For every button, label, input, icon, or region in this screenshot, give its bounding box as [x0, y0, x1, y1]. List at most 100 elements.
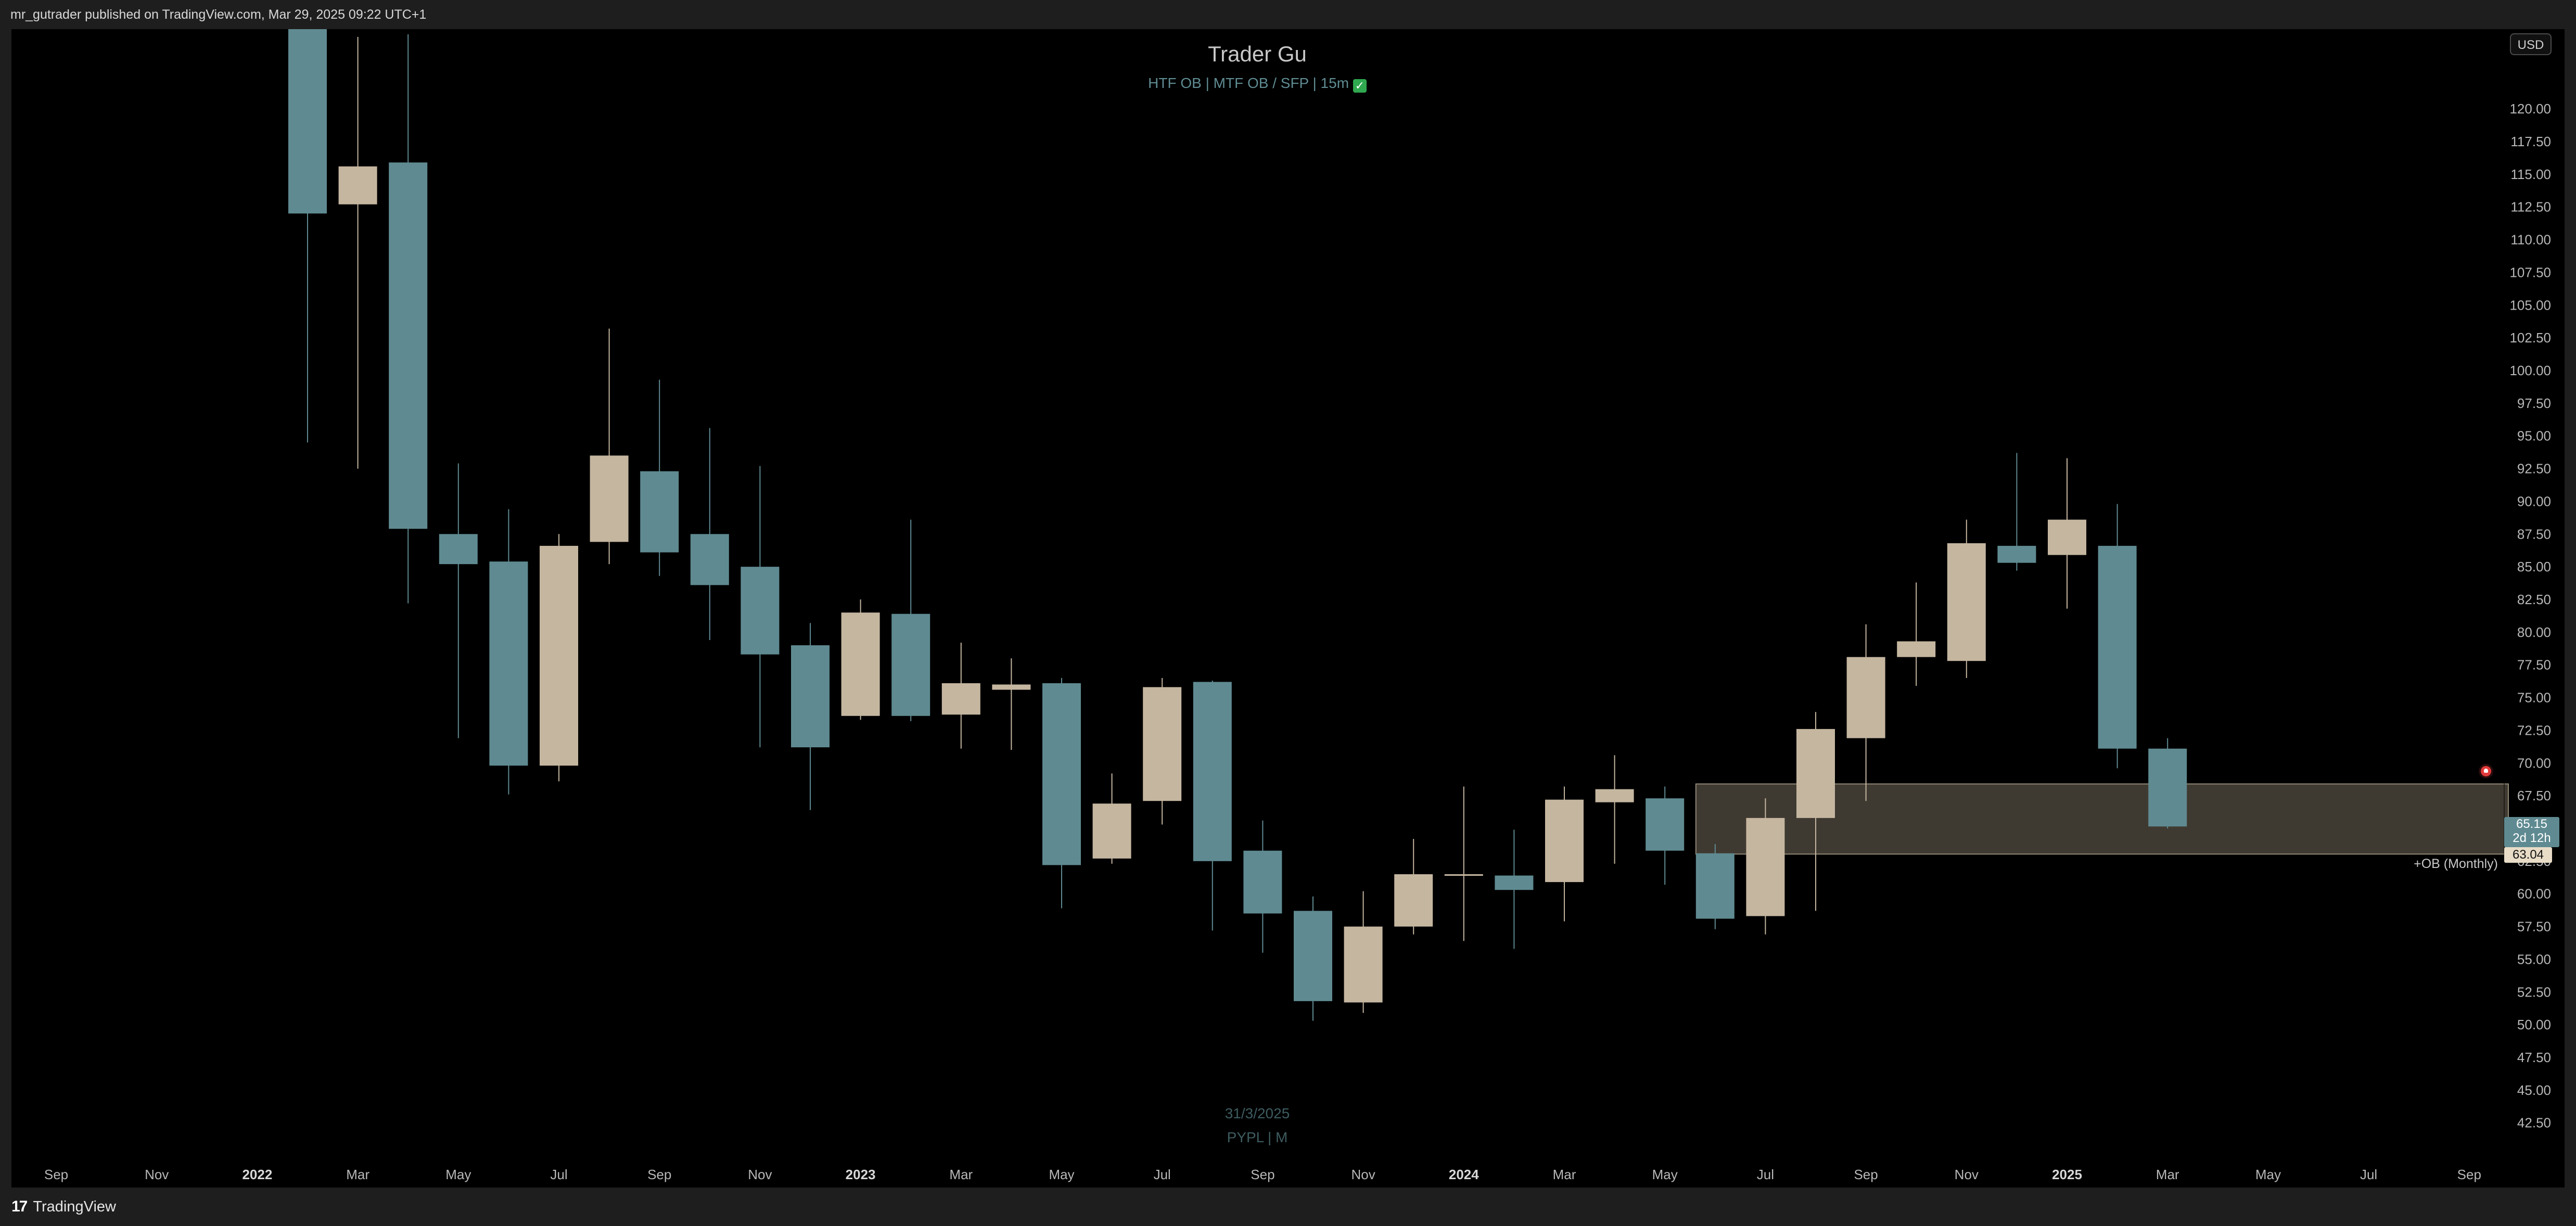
candle-body	[1042, 683, 1081, 865]
order-block-label: +OB (Monthly)	[2414, 857, 2498, 871]
candle-body	[1947, 543, 1986, 661]
x-tick-label: Sep	[1251, 1167, 1274, 1182]
order-block-price-tag: 63.04	[2504, 847, 2552, 863]
candlestick-chart[interactable]: 42.50 45.00 47.50 50.00 52.50 55.00 57.50 60.00…	[11, 29, 2565, 1187]
candle-body	[1897, 641, 1936, 657]
x-tick-label: Sep	[647, 1167, 671, 1182]
y-tick-label: 105.00	[2509, 297, 2551, 313]
candle-body	[1846, 657, 1885, 738]
candle-body	[540, 545, 578, 766]
candle-body	[1243, 850, 1282, 914]
candle-body	[2048, 519, 2086, 555]
y-tick-label: 67.50	[2517, 788, 2551, 803]
x-tick-label: May	[1652, 1167, 1678, 1182]
x-tick-label: May	[2255, 1167, 2281, 1182]
candle-body	[439, 534, 478, 565]
y-tick-label: 42.50	[2517, 1115, 2551, 1131]
candle-body	[1394, 874, 1433, 927]
y-tick-label: 60.00	[2517, 886, 2551, 902]
chart-background	[11, 29, 2565, 1187]
candle-body	[2148, 748, 2187, 827]
y-tick-label: 115.00	[2510, 167, 2551, 182]
candle-body	[1796, 729, 1835, 818]
candle-body	[2098, 545, 2137, 749]
x-tick-label: 2022	[242, 1167, 272, 1182]
x-tick-label: Jul	[550, 1167, 567, 1182]
candle-body	[791, 645, 830, 748]
candle-body	[288, 29, 327, 214]
x-tick-label: Sep	[44, 1167, 68, 1182]
x-tick-label: Jul	[1757, 1167, 1774, 1182]
y-tick-label: 47.50	[2517, 1050, 2551, 1065]
x-tick-label: Sep	[2457, 1167, 2481, 1182]
candle-body	[1545, 799, 1584, 883]
tradingview-logo[interactable]: 17 TradingView	[11, 1198, 116, 1216]
candle-body	[992, 684, 1031, 690]
y-tick-label: 110.00	[2510, 232, 2551, 248]
candle-body	[1695, 853, 1735, 919]
candle-body	[389, 162, 428, 529]
y-tick-label: 90.00	[2517, 493, 2551, 509]
x-tick-label: Nov	[748, 1167, 772, 1182]
y-tick-label: 75.00	[2517, 690, 2551, 706]
candle-body	[1646, 798, 1685, 851]
footer-bar: 17 TradingView	[0, 1187, 2576, 1226]
y-tick-label: 77.50	[2517, 657, 2551, 673]
y-tick-label: 57.50	[2517, 919, 2551, 935]
tradingview-brand-text: TradingView	[33, 1198, 116, 1215]
x-tick-label: 2024	[1449, 1167, 1479, 1182]
y-tick-label: 95.00	[2517, 428, 2551, 444]
indicator-title: Trader Gu	[1208, 42, 1307, 66]
x-tick-label: Sep	[1854, 1167, 1878, 1182]
x-tick-label: May	[1049, 1167, 1074, 1182]
publication-header: mr_gutrader published on TradingView.com…	[0, 0, 2576, 29]
y-tick-label: 52.50	[2517, 984, 2551, 1000]
candle-body	[640, 471, 679, 553]
last-price-tag: 65.15 2d 12h	[2504, 817, 2559, 847]
check-icon: ✓	[1353, 79, 1367, 93]
candle-body	[941, 683, 980, 715]
watermark-symbol: PYPL | M	[1227, 1129, 1288, 1145]
publisher-text: mr_gutrader published on TradingView.com…	[10, 7, 427, 22]
x-tick-label: Jul	[2360, 1167, 2377, 1182]
alert-icon[interactable]	[2481, 766, 2491, 776]
y-tick-label: 92.50	[2517, 461, 2551, 477]
y-tick-label: 50.00	[2517, 1017, 2551, 1032]
y-tick-label: 87.50	[2517, 526, 2551, 542]
tradingview-logo-icon: 17	[11, 1198, 28, 1215]
y-tick-label: 102.50	[2509, 330, 2551, 346]
candle-body	[1344, 926, 1383, 1003]
candle-body	[690, 534, 729, 585]
candle-body	[891, 614, 930, 716]
y-tick-label: 107.50	[2509, 264, 2551, 280]
candle-body	[489, 561, 528, 766]
watermark-date: 31/3/2025	[1225, 1105, 1290, 1121]
y-tick-label: 120.00	[2509, 101, 2551, 117]
y-tick-label: 112.50	[2510, 199, 2551, 215]
y-tick-label: 70.00	[2517, 755, 2551, 771]
x-tick-label: 2023	[846, 1167, 876, 1182]
y-tick-label: 45.00	[2517, 1082, 2551, 1098]
x-tick-label: Mar	[2156, 1167, 2179, 1182]
y-tick-label: 80.00	[2517, 624, 2551, 640]
x-tick-label: May	[445, 1167, 471, 1182]
y-tick-label: 72.50	[2517, 722, 2551, 738]
indicator-subtitle: HTF OB | MTF OB / SFP | 15m ✓	[1060, 75, 1455, 93]
y-tick-label: 117.50	[2510, 134, 2551, 149]
y-tick-label: 55.00	[2517, 951, 2551, 967]
x-tick-label: Nov	[1351, 1167, 1375, 1182]
x-tick-label: Mar	[1553, 1167, 1576, 1182]
candle-body	[1092, 803, 1131, 859]
currency-button[interactable]: USD	[2510, 33, 2552, 55]
candle-body	[1444, 874, 1483, 876]
y-tick-label: 82.50	[2517, 592, 2551, 607]
y-tick-label: 97.50	[2517, 395, 2551, 411]
candle-body	[1294, 911, 1332, 1001]
candle-body	[338, 166, 377, 205]
candle-body	[590, 455, 629, 542]
candle-body	[1495, 875, 1534, 890]
candle-body	[841, 612, 880, 716]
x-tick-label: 2025	[2052, 1167, 2082, 1182]
chart-area[interactable]: 42.50 45.00 47.50 50.00 52.50 55.00 57.50 60.00…	[11, 29, 2565, 1187]
x-tick-label: Nov	[1955, 1167, 1979, 1182]
